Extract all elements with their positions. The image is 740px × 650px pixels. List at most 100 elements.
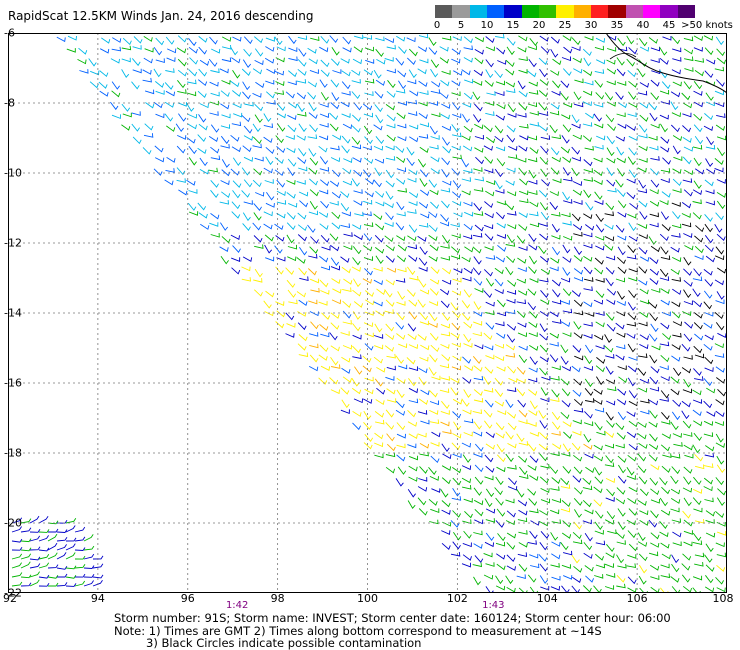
wind-barb	[582, 519, 592, 525]
wind-barb	[561, 135, 570, 144]
wind-barb	[310, 236, 319, 244]
wind-barb	[562, 267, 571, 276]
wind-barb	[562, 443, 571, 453]
wind-barb	[560, 146, 570, 154]
wind-barb	[11, 538, 23, 543]
wind-barb	[627, 156, 636, 166]
wind-barb	[538, 245, 547, 255]
wind-barb	[582, 101, 592, 107]
scale-swatch	[625, 5, 643, 18]
wind-barb	[363, 103, 373, 111]
wind-barb	[706, 59, 716, 65]
wind-barb	[352, 58, 363, 65]
wind-barb	[517, 500, 528, 507]
wind-barb	[485, 278, 495, 287]
latitude-label: -20	[4, 516, 22, 530]
wind-barb	[418, 134, 429, 139]
wind-barb	[518, 224, 528, 232]
wind-barb	[637, 68, 646, 78]
wind-barb	[178, 113, 187, 122]
wind-barb	[693, 35, 704, 41]
wind-barb	[605, 354, 615, 359]
wind-barb	[549, 124, 558, 134]
wind-barb	[616, 540, 626, 545]
wind-barb	[495, 114, 505, 121]
wind-barb	[527, 102, 538, 108]
wind-barb	[131, 123, 140, 132]
wind-barb	[452, 36, 462, 42]
wind-barb	[20, 538, 32, 543]
wind-barb	[331, 278, 341, 285]
wind-barb	[319, 167, 329, 172]
wind-barb	[539, 35, 549, 42]
wind-barb	[288, 35, 297, 45]
wind-barb	[384, 57, 394, 62]
wind-barb	[705, 564, 715, 572]
wind-barb	[639, 311, 649, 318]
wind-barb	[583, 334, 593, 339]
wind-barb	[518, 455, 528, 463]
scale-label: 10	[480, 20, 494, 31]
wind-barb	[538, 190, 548, 198]
wind-barb	[563, 176, 573, 182]
wind-barb	[628, 147, 637, 156]
wind-barb	[265, 156, 274, 166]
wind-barb	[715, 212, 724, 221]
wind-barb	[671, 518, 681, 523]
wind-barb	[297, 157, 307, 165]
wind-barb	[507, 365, 517, 374]
wind-barb	[584, 453, 594, 459]
wind-barb	[527, 540, 537, 545]
wind-barb	[408, 69, 417, 79]
wind-barb	[221, 44, 232, 50]
longitude-label: 104	[536, 592, 558, 605]
wind-barb	[518, 441, 529, 446]
wind-barb	[299, 276, 309, 281]
wind-barb	[659, 46, 668, 56]
wind-barb	[408, 201, 418, 206]
wind-barb	[593, 179, 603, 185]
wind-barb	[320, 265, 330, 271]
wind-barb	[573, 321, 582, 330]
wind-barb	[308, 299, 318, 305]
wind-barb	[615, 179, 624, 188]
wind-barb	[232, 103, 242, 109]
wind-barb	[473, 167, 483, 172]
wind-barb	[572, 475, 582, 483]
wind-barb	[342, 300, 352, 308]
wind-barb	[539, 156, 549, 165]
wind-barb	[684, 56, 694, 62]
wind-barb	[299, 247, 308, 256]
wind-barb	[604, 92, 614, 101]
wind-barb	[582, 48, 592, 57]
wind-barb	[518, 587, 528, 593]
wind-barb	[331, 169, 341, 178]
wind-barb	[650, 366, 660, 374]
wind-barb	[495, 497, 504, 506]
wind-barb	[639, 102, 649, 109]
wind-barb	[288, 47, 298, 53]
wind-barb	[440, 300, 450, 309]
wind-barb	[529, 432, 539, 437]
wind-barb	[65, 574, 77, 579]
wind-barb	[143, 57, 153, 64]
wind-barb	[461, 135, 471, 141]
wind-barb	[386, 114, 396, 122]
wind-barb	[133, 36, 143, 44]
wind-barb	[693, 157, 702, 167]
wind-barb	[285, 312, 295, 321]
wind-barb	[552, 443, 562, 450]
wind-barb	[384, 202, 394, 209]
wind-barb	[419, 312, 429, 321]
wind-barb	[617, 521, 626, 531]
wind-barb	[330, 79, 340, 88]
wind-barb	[516, 235, 526, 244]
wind-barb	[506, 134, 516, 143]
wind-barb	[672, 321, 683, 327]
wind-barb	[429, 475, 439, 481]
wind-barb	[276, 200, 287, 205]
wind-barb	[232, 90, 242, 97]
wind-barb	[494, 400, 504, 407]
wind-barb	[716, 79, 725, 87]
wind-barb	[594, 476, 604, 485]
